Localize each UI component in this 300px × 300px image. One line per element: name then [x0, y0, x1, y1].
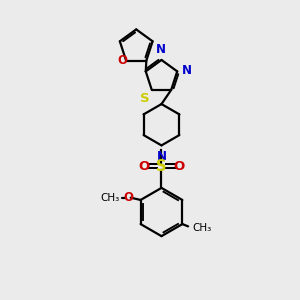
Text: CH₃: CH₃	[193, 223, 212, 232]
Text: N: N	[157, 151, 166, 164]
Text: O: O	[123, 191, 133, 204]
Text: O: O	[139, 160, 150, 172]
Text: O: O	[173, 160, 184, 172]
Text: N: N	[182, 64, 192, 77]
Text: S: S	[156, 159, 167, 174]
Text: CH₃: CH₃	[101, 193, 120, 203]
Text: S: S	[140, 92, 149, 105]
Text: N: N	[156, 43, 166, 56]
Text: O: O	[117, 54, 127, 67]
